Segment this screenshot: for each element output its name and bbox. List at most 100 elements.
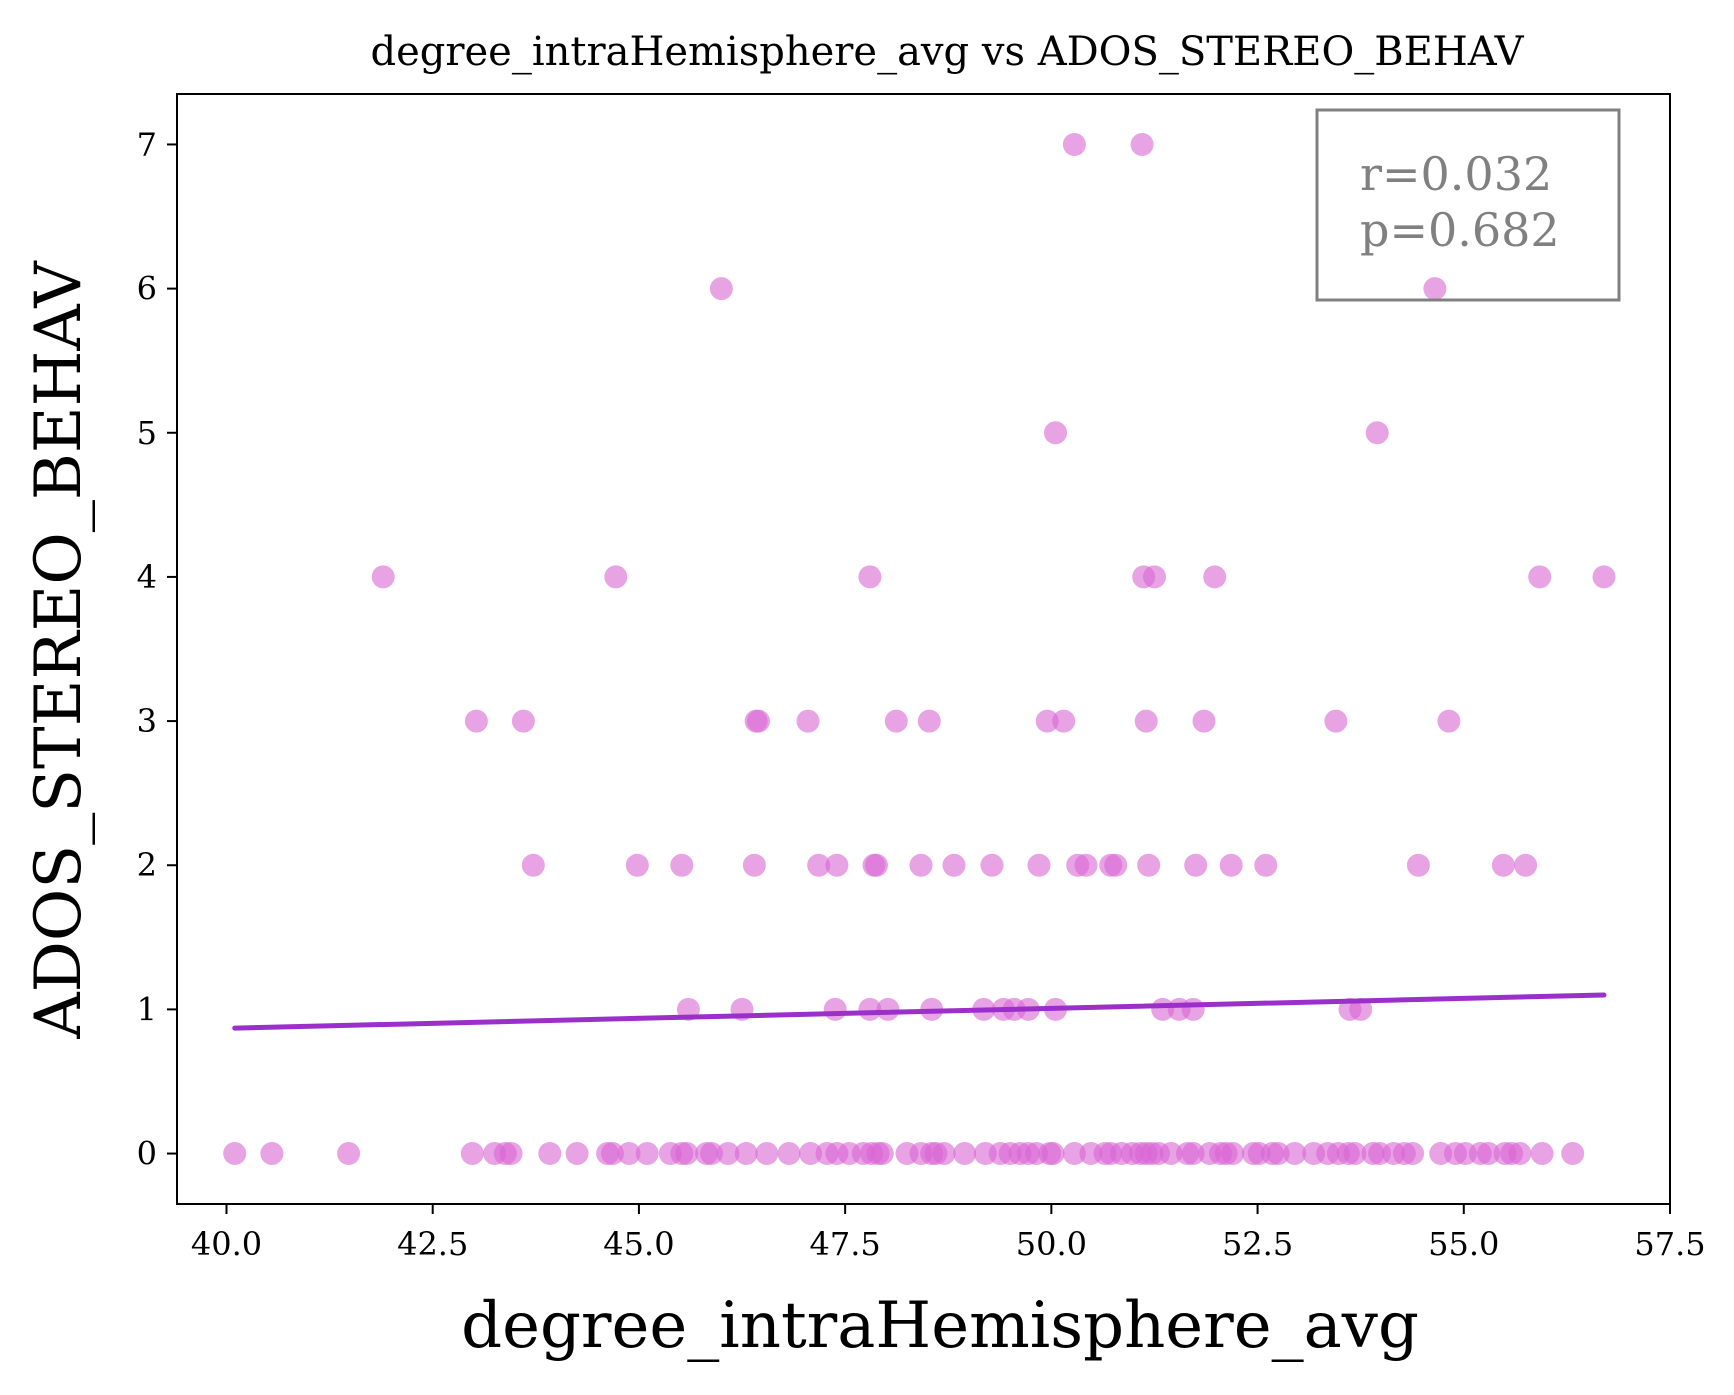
data-point (1592, 565, 1616, 589)
data-point (1401, 1142, 1425, 1165)
data-point (909, 853, 933, 877)
data-point (709, 277, 733, 301)
data-point (755, 1142, 779, 1165)
data-point (825, 853, 849, 877)
data-point (1508, 1142, 1532, 1165)
data-point (223, 1142, 247, 1165)
y-axis-label: ADOS_STEREO_BEHAV (22, 260, 96, 1040)
x-tick-label: 57.5 (1634, 1225, 1705, 1263)
data-point (799, 1142, 822, 1165)
data-point (625, 853, 649, 877)
data-point (460, 1142, 484, 1165)
data-point (1062, 1142, 1086, 1165)
data-point (942, 853, 966, 877)
points-layer (223, 133, 1616, 1165)
stats-annotation-box (1315, 108, 1621, 302)
data-point (1041, 1142, 1065, 1165)
data-point (1365, 421, 1389, 445)
x-axis-label: degree_intraHemisphere_avg (461, 1289, 1419, 1363)
y-tick-label: 3 (137, 702, 157, 740)
data-point (601, 1142, 624, 1165)
data-point (777, 1142, 801, 1165)
y-tick-label: 4 (137, 558, 157, 596)
data-point (511, 709, 535, 733)
data-point (884, 709, 908, 733)
data-point (371, 565, 395, 589)
data-point (1530, 1142, 1554, 1165)
data-point (1324, 709, 1348, 733)
x-tick-label: 45.0 (603, 1225, 674, 1263)
data-point (1266, 1142, 1290, 1165)
data-point (499, 1142, 523, 1165)
data-point (716, 1142, 740, 1165)
data-point (464, 709, 488, 733)
regression-line-layer (232, 992, 1607, 1031)
data-point (1074, 853, 1098, 877)
data-point (1027, 853, 1051, 877)
x-tick-label: 55.0 (1428, 1225, 1499, 1263)
data-point (858, 565, 882, 589)
data-point (1044, 421, 1067, 445)
y-tick-label: 7 (137, 125, 157, 163)
data-point (1221, 1142, 1245, 1165)
data-point (1437, 709, 1461, 733)
data-point (1052, 709, 1076, 733)
data-point (1181, 997, 1205, 1021)
data-point (917, 709, 941, 733)
y-tick-label: 5 (137, 414, 157, 452)
x-tick-label: 40.0 (191, 1225, 262, 1263)
data-point (1561, 1142, 1585, 1165)
data-point (1104, 853, 1128, 877)
y-tick-label: 6 (137, 270, 157, 308)
data-point (1283, 1142, 1307, 1165)
data-point (521, 853, 545, 877)
x-tick-label: 42.5 (397, 1225, 468, 1263)
data-point (260, 1142, 284, 1165)
x-tick-label: 47.5 (810, 1225, 881, 1263)
data-point (876, 997, 900, 1021)
data-point (734, 1142, 758, 1165)
data-point (747, 709, 770, 733)
data-point (1159, 1142, 1183, 1165)
stats-r-value: r=0.032 (1360, 147, 1552, 201)
data-point (700, 1142, 723, 1165)
data-point (1203, 565, 1227, 589)
y-tick-label: 1 (137, 990, 157, 1028)
data-point (1137, 853, 1161, 877)
data-point (635, 1142, 659, 1165)
data-point (1406, 853, 1430, 877)
data-point (1477, 1142, 1500, 1165)
data-point (538, 1142, 562, 1165)
data-point (1343, 1142, 1367, 1165)
data-point (1192, 709, 1216, 733)
regression-line (232, 992, 1607, 1031)
data-point (932, 1142, 956, 1165)
data-point (1035, 709, 1059, 733)
data-point (617, 1142, 641, 1165)
y-axis-ticks: 0 1 2 3 4 5 6 7 (137, 125, 177, 1173)
data-point (604, 565, 628, 589)
y-tick-label: 0 (137, 1135, 157, 1173)
data-point (1491, 853, 1515, 877)
data-point (1349, 997, 1373, 1021)
data-point (1184, 853, 1208, 877)
data-point (870, 1142, 894, 1165)
data-point (742, 853, 766, 877)
stats-p-value: p=0.682 (1360, 203, 1560, 257)
x-tick-label: 50.0 (1016, 1225, 1087, 1263)
data-point (670, 853, 694, 877)
data-point (1143, 565, 1166, 589)
data-point (1181, 1142, 1205, 1165)
data-point (865, 853, 888, 877)
data-point (980, 853, 1004, 877)
data-point (1423, 277, 1447, 301)
data-point (1130, 133, 1154, 156)
chart-title: degree_intraHemisphere_avg vs ADOS_STERE… (371, 29, 1525, 75)
y-tick-label: 2 (137, 846, 157, 884)
data-point (1219, 853, 1243, 877)
x-tick-label: 52.5 (1222, 1225, 1293, 1263)
data-point (796, 709, 820, 733)
data-point (1514, 853, 1538, 877)
data-point (823, 997, 847, 1021)
